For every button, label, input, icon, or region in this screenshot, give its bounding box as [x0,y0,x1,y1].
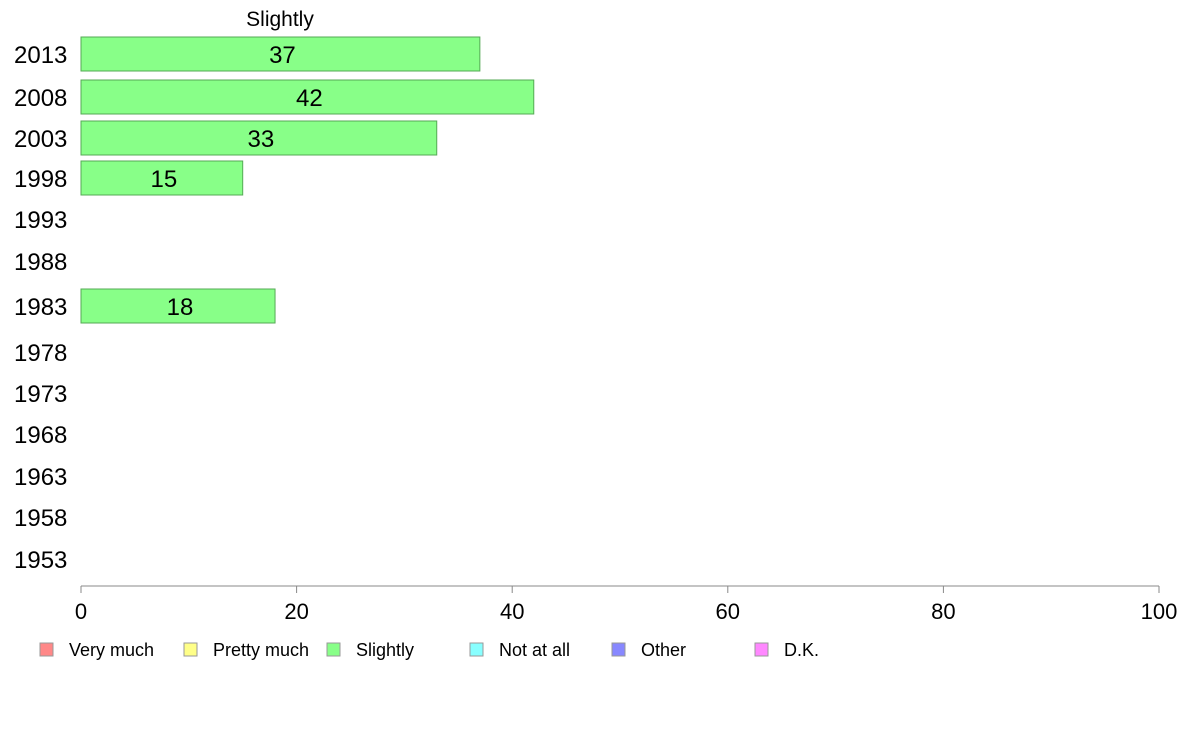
category-label: 1958 [14,505,67,532]
bar [80,79,535,115]
category-label: 1983 [14,294,67,321]
category-label: 1973 [14,381,67,408]
bar [80,36,481,72]
legend-label: Very much [69,640,154,660]
bar-value-label: 42 [296,85,323,112]
category-label: 1993 [14,207,67,234]
x-tick-label: 0 [75,599,87,624]
legend-label: Other [641,640,686,660]
category-label: 2008 [14,85,67,112]
x-tick-label: 80 [931,599,955,624]
category-label: 2003 [14,126,67,153]
category-label: 1968 [14,422,67,449]
bar [80,120,438,156]
bar-value-label: 33 [248,126,275,153]
category-label: 1998 [14,166,67,193]
x-tick-label: 20 [284,599,308,624]
legend-label: Pretty much [213,640,309,660]
legend-swatch [754,642,769,657]
bar-value-label: 15 [150,166,177,193]
category-label: 1978 [14,340,67,367]
x-tick-label: 100 [1141,599,1178,624]
legend-label: D.K. [784,640,819,660]
bar [80,160,244,196]
legend-label: Not at all [499,640,570,660]
x-tick-label: 60 [716,599,740,624]
legend-swatch [326,642,341,657]
bar-value-label: 37 [269,42,296,69]
legend-swatch [183,642,198,657]
legend-swatch [39,642,54,657]
category-label: 2013 [14,42,67,69]
category-labels: 2013 2008 2003 1998 1993 1988 1983 1978 1973 1968… [14,42,67,574]
category-label: 1953 [14,547,67,574]
legend: Very much Pretty much Slightly Not at all Ot… [39,640,819,660]
x-axis: 0 20 40 60 80 100 [75,585,1178,624]
bar [80,288,276,324]
bar-value-label: 18 [167,294,194,321]
panel-title: Slightly [246,8,314,31]
legend-label: Slightly [356,640,414,660]
x-tick-label: 40 [500,599,524,624]
legend-swatch [469,642,484,657]
category-label: 1963 [14,464,67,491]
category-label: 1988 [14,249,67,276]
legend-swatch [611,642,626,657]
